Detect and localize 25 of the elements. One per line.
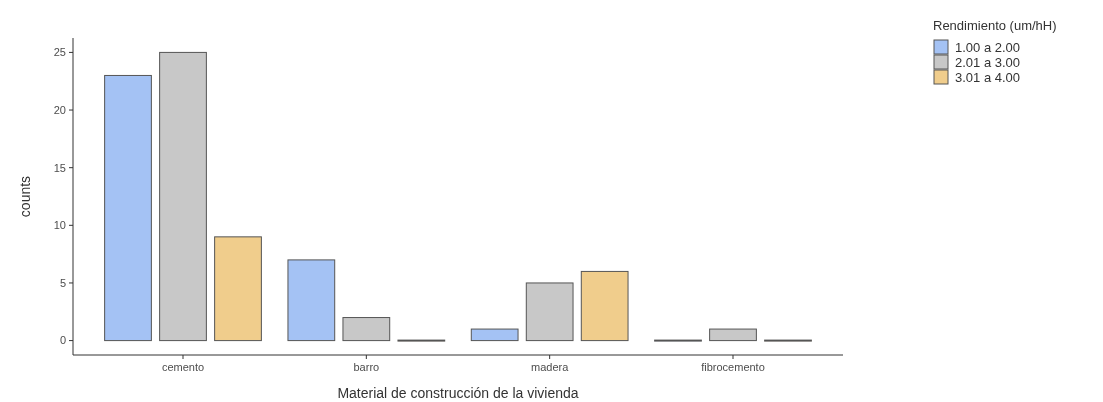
legend-title: Rendimiento (um/hH): [933, 18, 1057, 33]
x-axis-title: Material de construcción de la vivienda: [337, 385, 579, 401]
bar: [525, 282, 574, 342]
y-tick-label: 10: [53, 219, 66, 232]
bar: [470, 328, 519, 342]
bar: [287, 259, 336, 342]
y-tick-label: 25: [53, 46, 66, 59]
bar: [342, 317, 391, 342]
y-tick-label: 20: [53, 103, 66, 116]
bar: [159, 51, 207, 342]
y-tick-label: 0: [59, 334, 66, 347]
y-tick-label: 15: [53, 161, 66, 174]
legend-label: 3.01 a 4.00: [955, 69, 1021, 85]
legend-label: 1.00 a 2.00: [955, 39, 1021, 55]
y-axis-title: counts: [17, 175, 33, 218]
bar: [580, 270, 629, 342]
x-tick-label: barro: [353, 361, 380, 373]
x-tick-label: madera: [531, 361, 570, 373]
bar: [709, 328, 757, 342]
x-tick-label: fibrocemento: [701, 361, 765, 373]
bar: [104, 74, 152, 342]
bar: [214, 236, 262, 342]
legend-label: 2.01 a 3.00: [955, 54, 1021, 70]
x-tick-label: cemento: [161, 361, 205, 373]
y-tick-label: 5: [59, 276, 66, 289]
